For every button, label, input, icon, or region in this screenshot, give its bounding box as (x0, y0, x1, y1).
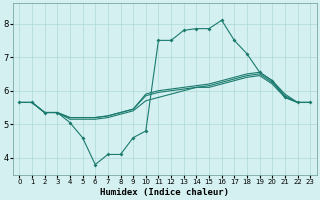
X-axis label: Humidex (Indice chaleur): Humidex (Indice chaleur) (100, 188, 229, 197)
